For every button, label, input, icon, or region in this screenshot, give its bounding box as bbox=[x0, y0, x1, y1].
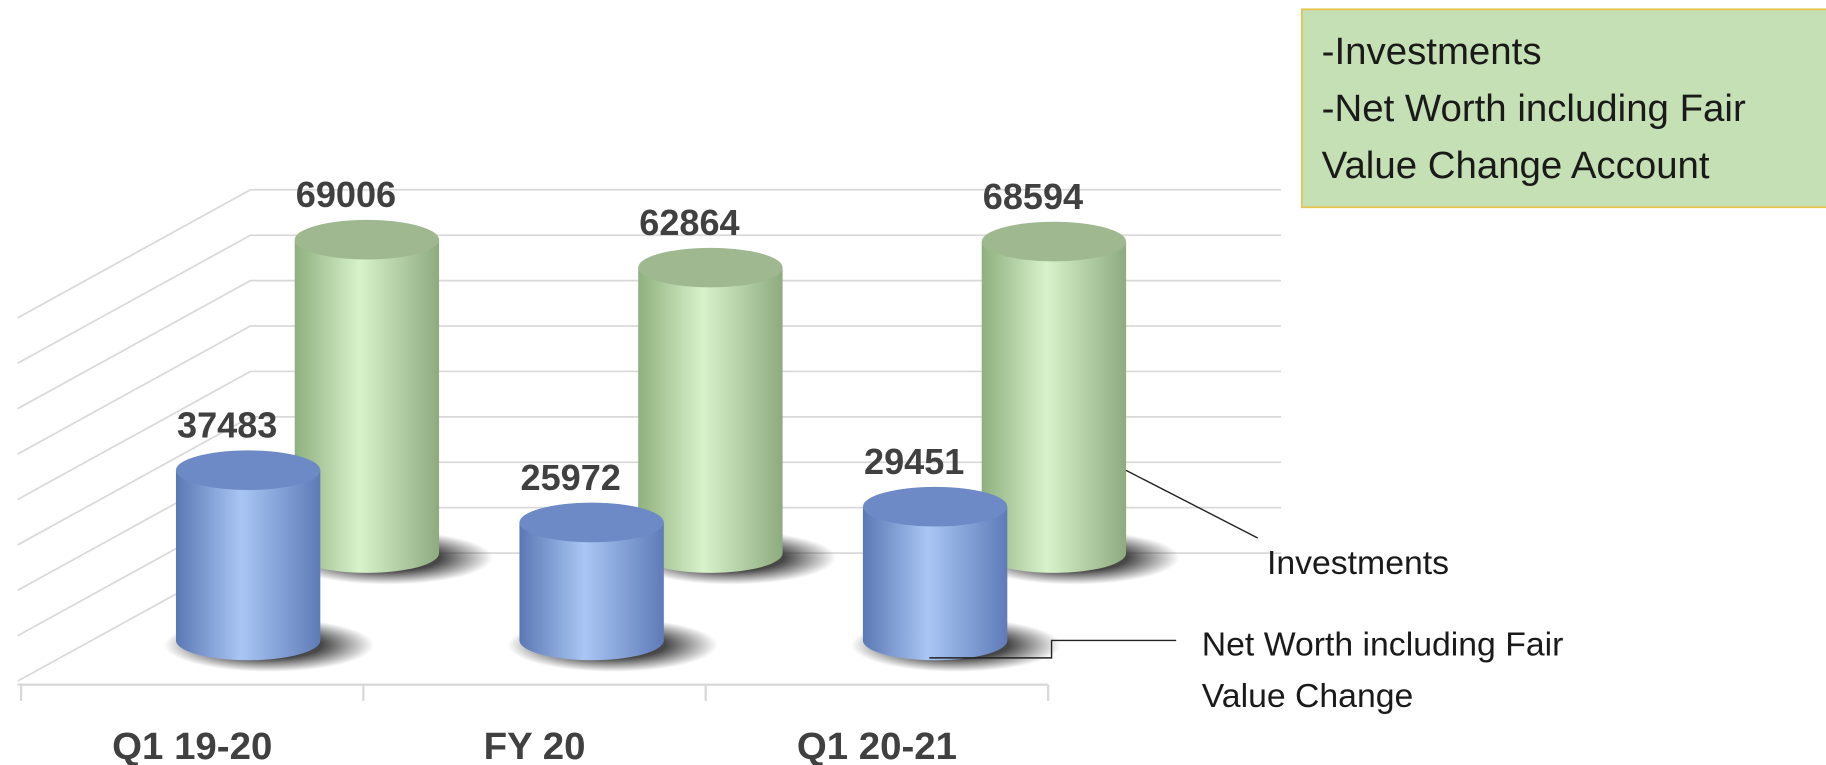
leader-line bbox=[1125, 469, 1258, 539]
data-label: 68594 bbox=[983, 176, 1083, 217]
cylinder bbox=[294, 239, 440, 573]
data-label: 62864 bbox=[639, 202, 739, 243]
cylinder bbox=[862, 506, 1008, 661]
data-label: 37483 bbox=[177, 405, 277, 446]
grid-line bbox=[17, 188, 1281, 319]
cylinder bbox=[981, 241, 1127, 573]
note-text: -Investments bbox=[1322, 30, 1542, 73]
data-label: 69006 bbox=[296, 174, 396, 215]
grid-line bbox=[17, 370, 1281, 501]
grid-line bbox=[17, 325, 1281, 455]
x-tick-label: Q1 20-21 bbox=[797, 725, 957, 765]
leader-line bbox=[929, 639, 1177, 659]
cylinder-top bbox=[862, 486, 1008, 527]
data-label: 25972 bbox=[521, 457, 621, 498]
note-text: -Net Worth including Fair bbox=[1322, 87, 1746, 130]
cylinder-top bbox=[981, 221, 1127, 262]
grid-line bbox=[17, 234, 1281, 365]
note-text: Value Change Account bbox=[1322, 144, 1710, 187]
cylinder-top bbox=[175, 450, 321, 490]
series-label: Investments bbox=[1266, 544, 1450, 583]
x-tick-label: FY 20 bbox=[484, 725, 586, 765]
grid-line bbox=[17, 279, 1281, 410]
grid-line bbox=[17, 415, 1281, 546]
cylinder-top bbox=[519, 502, 664, 543]
cylinder-top bbox=[638, 247, 783, 288]
cylinder-top bbox=[294, 219, 440, 260]
cylinder bbox=[638, 267, 783, 573]
series-label: Net Worth including Fair Value Change bbox=[1201, 626, 1564, 715]
cylinder bbox=[519, 522, 664, 661]
cylinder bbox=[175, 470, 321, 661]
note-box bbox=[1301, 8, 1826, 209]
series-label-text: Investments bbox=[1266, 544, 1450, 583]
bars: 69006 62864 68594 37483 25972 29451 bbox=[164, 174, 1180, 672]
series-label-text: Net Worth including Fair Value Change bbox=[1201, 626, 1564, 715]
x-tick-label: Q1 19-20 bbox=[112, 725, 272, 765]
data-label: 29451 bbox=[864, 441, 964, 482]
